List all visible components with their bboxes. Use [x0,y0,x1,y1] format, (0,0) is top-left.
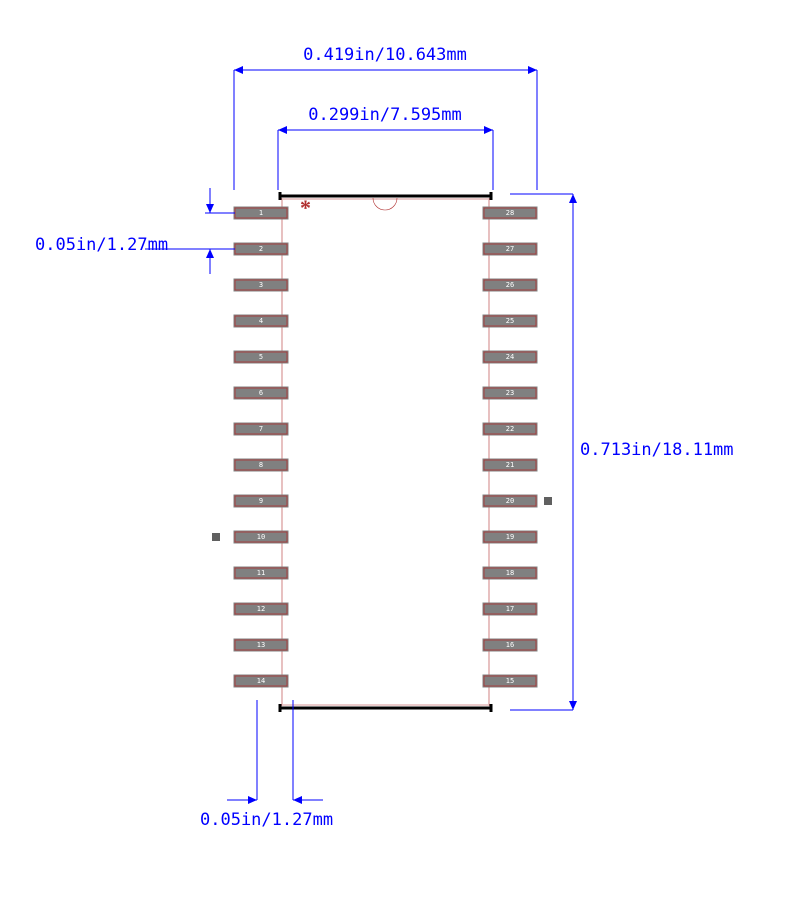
fiducial-mark [212,533,220,541]
pad-number: 16 [506,641,514,649]
pad-number: 13 [257,641,265,649]
pad-number: 3 [259,281,263,289]
pad-number: 4 [259,317,263,325]
orientation-notch [373,198,397,210]
pad-number: 24 [506,353,514,361]
arrowhead [206,204,214,213]
arrowhead [293,796,302,804]
pad-number: 6 [259,389,263,397]
pad-number: 14 [257,677,265,685]
pad-number: 7 [259,425,263,433]
pad-number: 1 [259,209,263,217]
arrowhead [484,126,493,134]
pad-number: 15 [506,677,514,685]
pad-number: 9 [259,497,263,505]
pad-number: 25 [506,317,514,325]
arrowhead [569,194,577,203]
pad-number: 12 [257,605,265,613]
pad-number: 21 [506,461,514,469]
arrowhead [206,249,214,258]
dim-pad-width-label: 0.05in/1.27mm [200,810,333,830]
arrowhead [569,701,577,710]
pad-number: 22 [506,425,514,433]
pad-number: 26 [506,281,514,289]
arrowhead [248,796,257,804]
dim-overall-width-label: 0.419in/10.643mm [303,45,467,65]
pad-number: 10 [257,533,265,541]
arrowhead [528,66,537,74]
pad-number: 18 [506,569,514,577]
pad-number: 27 [506,245,514,253]
dim-overall-height-label: 0.713in/18.11mm [580,440,734,460]
dim-inner-width-label: 0.299in/7.595mm [308,105,462,125]
pad-number: 2 [259,245,263,253]
dim-pin-pitch-label: 0.05in/1.27mm [35,235,168,255]
pad-number: 17 [506,605,514,613]
fiducial-mark [544,497,552,505]
pin1-marker: * [300,195,311,220]
pad-number: 8 [259,461,263,469]
soic-footprint-diagram: 1 28 2 27 3 26 4 25 5 24 6 23 7 22 8 21 9 20 10 19 11 18 12 17 1… [0,0,800,900]
arrowhead [234,66,243,74]
pad-number: 23 [506,389,514,397]
pad-number: 20 [506,497,514,505]
arrowhead [278,126,287,134]
pad-number: 28 [506,209,514,217]
pad-number: 11 [257,569,265,577]
pad-number: 19 [506,533,514,541]
pad-number: 5 [259,353,263,361]
